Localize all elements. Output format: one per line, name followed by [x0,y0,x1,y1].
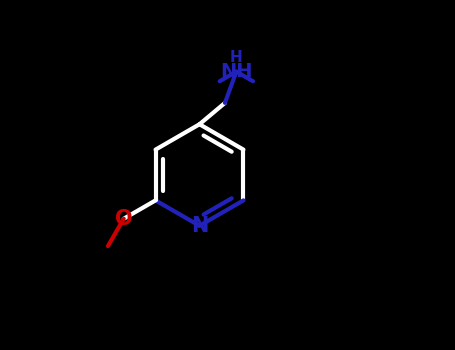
Text: N: N [191,216,208,236]
Text: NH: NH [220,62,253,81]
Text: O: O [115,209,132,229]
Text: H: H [230,50,243,65]
